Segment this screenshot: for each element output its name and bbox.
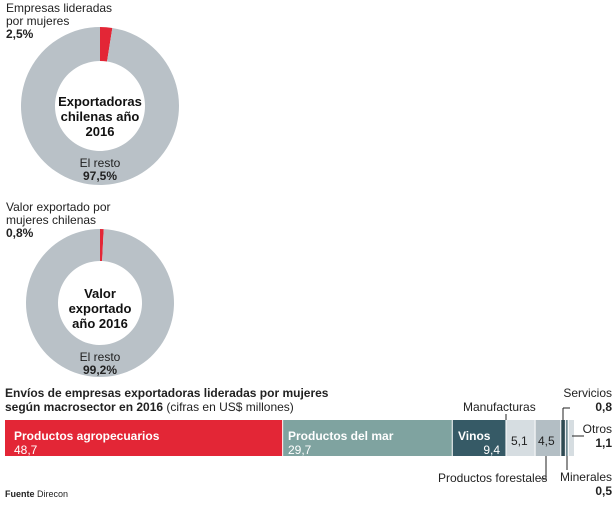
- leader-lines: [505, 407, 584, 480]
- seg-vinos-label: Vinos 9,4: [458, 429, 500, 457]
- seg-manufacturas-value: 5,1: [511, 434, 528, 448]
- seg-otros-label: Otros 1,1: [570, 422, 612, 450]
- donut2-center-line3: año 2016: [72, 316, 128, 331]
- seg-servicios-label: Servicios 0,8: [540, 386, 612, 414]
- bar-chart-title: Envíos de empresas exportadoras liderada…: [5, 386, 328, 414]
- donut1-annotation-label: Empresas lideradas por mujeres 2,5%: [6, 2, 112, 41]
- donut1-highlight-line1: Empresas lideradas: [6, 1, 113, 15]
- bar-title-line1: Envíos de empresas exportadoras liderada…: [5, 386, 329, 400]
- seg-minerales-label: Minerales 0,5: [540, 470, 612, 498]
- donut1-center-line1: Exportadoras: [58, 94, 142, 109]
- seg-forestales-value: 4,5: [538, 434, 555, 448]
- seg-servicios-value: 0,8: [595, 400, 612, 414]
- bar-segment-manufacturas: [506, 420, 535, 456]
- seg-otros-value: 1,1: [595, 436, 612, 450]
- bar-segment-minerales: [565, 420, 568, 456]
- bar-segment-productos-del-mar: [283, 420, 452, 456]
- donut1-center-line2: chilenas año: [60, 109, 140, 124]
- donut2-center-line2: exportado: [68, 301, 132, 316]
- donut2-highlight-line2: mujeres chilenas: [6, 213, 97, 227]
- donut1-rest-name: El resto: [79, 156, 121, 170]
- seg-minerales-name: Minerales: [559, 470, 612, 484]
- seg-servicios-name: Servicios: [563, 386, 612, 400]
- seg-minerales-value: 0,5: [595, 484, 612, 498]
- donut1-highlight-line2: por mujeres: [6, 14, 70, 28]
- bar-title-line2: según macrosector en 2016: [5, 400, 164, 414]
- stacked-bar-chart: [5, 407, 584, 480]
- seg-forestales-name: Productos forestales: [438, 471, 548, 485]
- donut-slice-rest: [20, 26, 180, 185]
- donut1-rest-value: 97,5%: [82, 169, 118, 183]
- seg-manufacturas-name: Manufacturas: [463, 400, 536, 414]
- bar-segment-otros: [568, 420, 574, 456]
- bar-segment-productos-forestales: [535, 420, 561, 456]
- seg-mar-name: Productos del mar: [288, 429, 394, 443]
- donut2-annotation-label: Valor exportado por mujeres chilenas 0,8…: [6, 201, 111, 240]
- donut-slice-highlight: [100, 27, 113, 62]
- donut-slice-highlight: [100, 229, 104, 262]
- bar-segment-productos-agropecuarios: [5, 420, 283, 456]
- donut1-rest-label: El resto 97,5%: [40, 157, 160, 183]
- source-label: Fuente: [5, 489, 35, 499]
- bar-segment-vinos: [452, 420, 506, 456]
- source-note: Fuente Direcon: [5, 489, 68, 500]
- donut1-highlight-value: 2,5%: [6, 27, 34, 41]
- donut1-slices: [20, 26, 180, 185]
- source-text: Direcon: [37, 489, 69, 499]
- donut2-rest-name: El resto: [79, 350, 121, 364]
- donut2-center-line1: Valor: [84, 286, 116, 301]
- donut1-chart: [20, 26, 180, 185]
- donut2-center-title: Valor exportado año 2016: [40, 286, 160, 331]
- seg-agro-value: 48,7: [14, 443, 38, 457]
- bar-segment-servicios: [561, 420, 565, 456]
- donut2-highlight-line1: Valor exportado por: [6, 200, 111, 214]
- donut1-center-line3: 2016: [85, 124, 115, 139]
- seg-mar-value: 29,7: [288, 443, 312, 457]
- seg-agro-label: Productos agropecuarios 48,7: [14, 429, 159, 457]
- donut2-rest-label: El resto 99,2%: [40, 351, 160, 377]
- seg-vinos-name: Vinos: [458, 429, 491, 443]
- seg-otros-name: Otros: [582, 422, 612, 436]
- donut1-center-title: Exportadoras chilenas año 2016: [40, 94, 160, 139]
- donut-slice-rest: [26, 229, 174, 377]
- seg-mar-label: Productos del mar 29,7: [288, 429, 393, 457]
- donut2-chart: [26, 229, 174, 377]
- bar-title-note: (cifras en US$ millones): [166, 400, 294, 414]
- seg-vinos-value: 9,4: [483, 443, 500, 457]
- donut2-slices: [26, 229, 174, 377]
- bar-segments: [5, 420, 574, 456]
- seg-agro-name: Productos agropecuarios: [14, 429, 160, 443]
- donut2-rest-value: 99,2%: [82, 363, 118, 377]
- donut2-highlight-value: 0,8%: [6, 226, 34, 240]
